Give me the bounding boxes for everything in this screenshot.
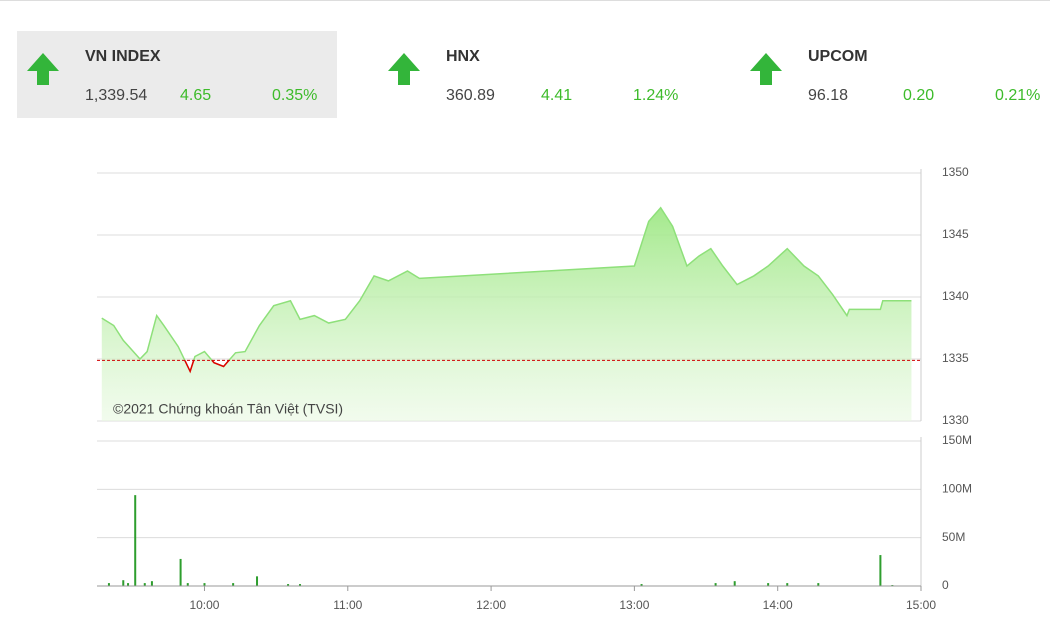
index-value: 1,339.54 [85,87,148,104]
price-area [101,207,912,421]
volume-bar [256,576,259,586]
y-tick-label: 100M [942,482,972,496]
x-tick-label: 15:00 [906,598,936,612]
volume-bar [879,555,882,586]
x-tick-label: 14:00 [763,598,793,612]
volume-bar [179,558,182,586]
index-name: VN INDEX [85,48,161,65]
index-change: 4.65 [180,87,212,104]
volume-bar [733,581,736,586]
y-tick-label: 1335 [942,351,969,365]
volume-bar [714,583,717,586]
volume-bar [287,584,290,586]
volume-bar [786,583,789,586]
index-card[interactable]: VN INDEX 1,339.54 4.65 0.35% [17,31,337,118]
up-arrow [388,53,420,85]
volume-bar [127,583,130,586]
volume-bar [203,583,206,586]
x-tick-label: 10:00 [189,598,219,612]
index-percent: 0.35% [272,87,318,104]
volume-bar [299,584,302,586]
volume-bar [817,583,820,586]
volume-bar [640,584,643,586]
x-tick-label: 13:00 [619,598,649,612]
index-name: HNX [446,48,480,65]
volume-bar [150,581,153,586]
volume-bar [232,583,235,586]
x-tick-label: 11:00 [333,598,362,612]
volume-bar [107,583,110,586]
index-percent: 0.21% [995,87,1041,104]
y-tick-label: 1350 [942,165,969,179]
y-tick-label: 1330 [942,413,969,427]
index-change: 4.41 [541,87,573,104]
index-card[interactable]: UPCOM 96.18 0.20 0.21% [740,31,1050,118]
y-tick-label: 50M [942,530,965,544]
y-tick-label: 1340 [942,289,969,303]
index-percent: 1.24% [633,87,679,104]
volume-bar [143,583,146,586]
volume-bar [122,580,125,586]
index-change: 0.20 [903,87,935,104]
y-tick-label: 1345 [942,227,969,241]
volume-bar [134,495,137,586]
y-tick-label: 0 [942,578,949,592]
index-value: 96.18 [808,87,849,104]
y-tick-label: 150M [942,433,972,447]
price-line-below [184,360,230,374]
x-tick-label: 12:00 [476,598,506,612]
volume-bar [186,583,189,586]
index-card[interactable]: HNX 360.89 4.41 1.24% [378,31,698,118]
up-arrow [750,53,782,85]
volume-bar [767,583,770,586]
index-name: UPCOM [808,48,868,65]
watermark: ©2021 Chứng khoán Tân Việt (TVSI) [113,401,343,417]
index-value: 360.89 [446,87,495,104]
up-arrow [27,53,59,85]
